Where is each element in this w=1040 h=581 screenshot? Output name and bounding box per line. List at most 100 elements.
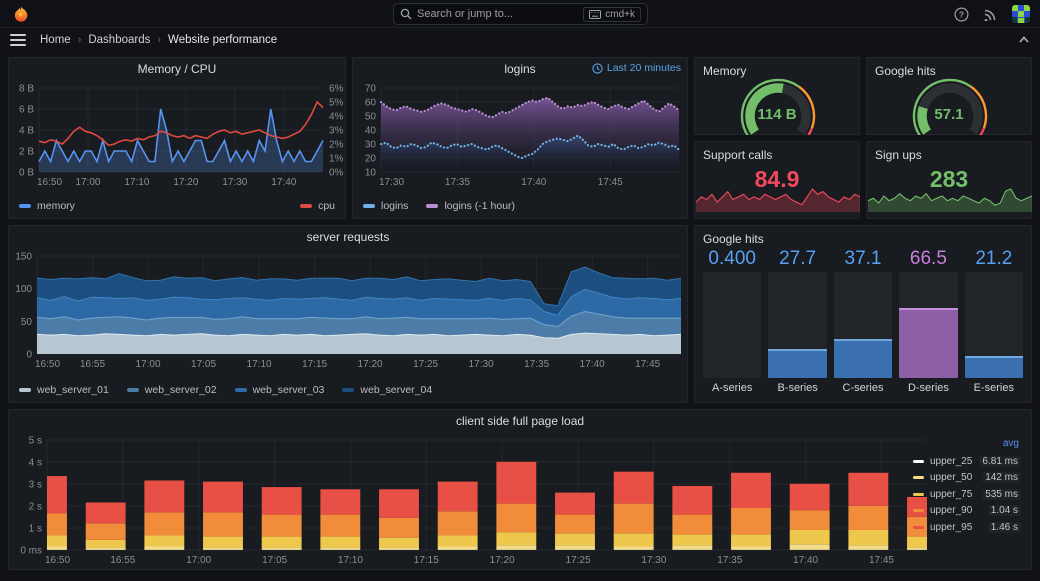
- svg-text:8 B: 8 B: [19, 84, 34, 95]
- legend-label: upper_25: [930, 455, 973, 467]
- bar-gauge-fill: [768, 348, 827, 378]
- bar-gauge-D-series: 66.5 D-series: [899, 248, 958, 396]
- bar-gauge-E-series: 21.2 E-series: [964, 248, 1024, 396]
- panel-support-calls: Support calls 84.9: [694, 141, 861, 219]
- svg-text:100: 100: [15, 284, 32, 295]
- legend-item-upper_25[interactable]: upper_25 6.81 ms: [913, 453, 1021, 470]
- panel-time-range[interactable]: Last 20 minutes: [592, 62, 681, 74]
- logins-chart[interactable]: 10 20 30 40 50 60 70 17:30 17:35 17:40 17:45: [353, 82, 689, 199]
- panel-memory-gauge: Memory 114 B: [694, 57, 860, 138]
- chevron-up-icon[interactable]: [1018, 31, 1030, 49]
- bar-gauge-label: D-series: [907, 382, 949, 394]
- legend-item[interactable]: web_server_02: [126, 384, 217, 396]
- grafana-logo[interactable]: [12, 5, 30, 23]
- svg-text:150: 150: [15, 252, 32, 263]
- svg-text:70: 70: [365, 84, 377, 95]
- svg-text:17:45: 17:45: [635, 359, 660, 370]
- panel-title[interactable]: Support calls: [703, 148, 773, 162]
- panel-memory-cpu: Memory / CPU 0 B 2 B 4 B 6 B 8 B 0% 1% 2% 3% 4% 5%…: [8, 57, 346, 219]
- svg-text:0: 0: [26, 350, 32, 361]
- breadcrumb-home[interactable]: Home: [40, 34, 71, 46]
- bar-gauge-value: 0.400: [708, 248, 756, 269]
- server-requests-chart[interactable]: 0 50 100 150 16:50 16:55 17:00 17:05 17:10 17:15 1…: [9, 250, 689, 383]
- svg-text:5 s: 5 s: [29, 436, 42, 447]
- help-icon[interactable]: ?: [952, 5, 970, 23]
- legend-swatch: [426, 204, 439, 208]
- support-calls-sparkline: [695, 186, 861, 217]
- legend-item-upper_75[interactable]: upper_75 535 ms: [913, 486, 1021, 503]
- svg-text:0 B: 0 B: [19, 168, 34, 179]
- bar-gauge-track[interactable]: [703, 272, 762, 378]
- search-input[interactable]: Search or jump to... cmd+k: [393, 3, 648, 25]
- legend-label: upper_75: [930, 488, 973, 500]
- legend-avg-value: 535 ms: [982, 488, 1021, 500]
- svg-text:17:30: 17:30: [222, 177, 247, 188]
- legend-swatch: [342, 388, 355, 392]
- bar-gauge-track[interactable]: [768, 272, 827, 378]
- svg-text:4 B: 4 B: [19, 126, 34, 137]
- user-avatar[interactable]: [1012, 5, 1030, 23]
- news-rss-icon[interactable]: [982, 5, 1000, 23]
- google-hits-gauge: [890, 75, 1010, 140]
- legend-item-upper_95[interactable]: upper_95 1.46 s: [913, 519, 1021, 536]
- page-load-chart[interactable]: 0 ms 1 s 2 s 3 s 4 s 5 s 16:50 16:55 17:00 17:05 1…: [9, 430, 1031, 576]
- legend-item[interactable]: web_server_01: [19, 384, 109, 396]
- legend-label: memory: [37, 200, 75, 212]
- legend-item[interactable]: web_server_04: [342, 384, 432, 396]
- breadcrumb-separator: ›: [157, 34, 162, 46]
- bar-gauge-track[interactable]: [964, 272, 1024, 378]
- panel-title[interactable]: Memory / CPU: [137, 62, 217, 76]
- legend-swatch: [363, 204, 375, 208]
- legend-item[interactable]: web_server_03: [234, 384, 324, 396]
- svg-text:17:40: 17:40: [521, 177, 546, 188]
- legend-swatch: [234, 388, 247, 392]
- legend-label: cpu: [318, 200, 335, 212]
- svg-text:40: 40: [365, 126, 377, 137]
- breadcrumb-dashboards[interactable]: Dashboards: [88, 34, 151, 46]
- svg-text:17:10: 17:10: [124, 177, 149, 188]
- bar-gauge-label: B-series: [777, 382, 818, 394]
- legend-item-upper_90[interactable]: upper_90 1.04 s: [913, 503, 1021, 520]
- panel-title[interactable]: server requests: [306, 230, 390, 244]
- legend-label: upper_90: [930, 505, 973, 517]
- svg-text:17:00: 17:00: [75, 177, 100, 188]
- legend-swatch: [19, 204, 31, 208]
- panel-logins: logins Last 20 minutes 10 20 30 40 50 60 70 17:…: [352, 57, 688, 219]
- svg-text:17:30: 17:30: [469, 359, 494, 370]
- search-icon: [400, 8, 412, 20]
- legend-item[interactable]: logins (-1 hour): [426, 200, 515, 212]
- sign-ups-value: 283: [929, 166, 969, 192]
- legend-label: logins: [381, 200, 409, 212]
- panel-title[interactable]: Google hits: [703, 232, 764, 246]
- legend-item[interactable]: logins: [363, 200, 408, 212]
- panel-title[interactable]: logins: [504, 62, 536, 76]
- page-load-legend: avg upper_25 6.81 ms upper_50 142 ms upper_75…: [913, 438, 1021, 536]
- legend-item-upper_50[interactable]: upper_50 142 ms: [913, 470, 1021, 487]
- legend-item[interactable]: memory: [19, 200, 75, 212]
- svg-text:6%: 6%: [329, 84, 344, 95]
- legend-item[interactable]: cpu: [300, 200, 335, 212]
- legend-label: logins (-1 hour): [444, 200, 516, 212]
- svg-text:2 s: 2 s: [29, 502, 42, 513]
- panel-title[interactable]: Google hits: [875, 64, 936, 78]
- bar-gauge-fill: [899, 307, 958, 378]
- bar-gauge-track[interactable]: [833, 272, 893, 378]
- legend-avg-value: 142 ms: [982, 472, 1021, 484]
- menu-toggle-icon[interactable]: [10, 34, 26, 46]
- svg-text:17:20: 17:20: [490, 555, 515, 566]
- svg-text:17:30: 17:30: [379, 177, 404, 188]
- panel-title[interactable]: Memory: [703, 64, 747, 78]
- legend-label: web_server_04: [360, 384, 433, 396]
- svg-text:10: 10: [365, 168, 377, 179]
- svg-text:6 B: 6 B: [19, 105, 34, 116]
- bar-gauge-track[interactable]: [899, 272, 958, 378]
- panel-page-load: client side full page load 0 ms 1 s 2 s 3 s…: [8, 409, 1032, 570]
- legend-swatch: [300, 204, 313, 208]
- keyboard-icon: [589, 9, 602, 19]
- legend-avg-header[interactable]: avg: [1002, 438, 1019, 449]
- panel-title[interactable]: client side full page load: [455, 414, 585, 428]
- bar-gauge-label: C-series: [842, 382, 884, 394]
- memory-cpu-chart[interactable]: 0 B 2 B 4 B 6 B 8 B 0% 1% 2% 3% 4% 5% 6% 16:50 17:00 1…: [9, 82, 347, 199]
- svg-text:17:00: 17:00: [186, 555, 211, 566]
- panel-title[interactable]: Sign ups: [875, 148, 922, 162]
